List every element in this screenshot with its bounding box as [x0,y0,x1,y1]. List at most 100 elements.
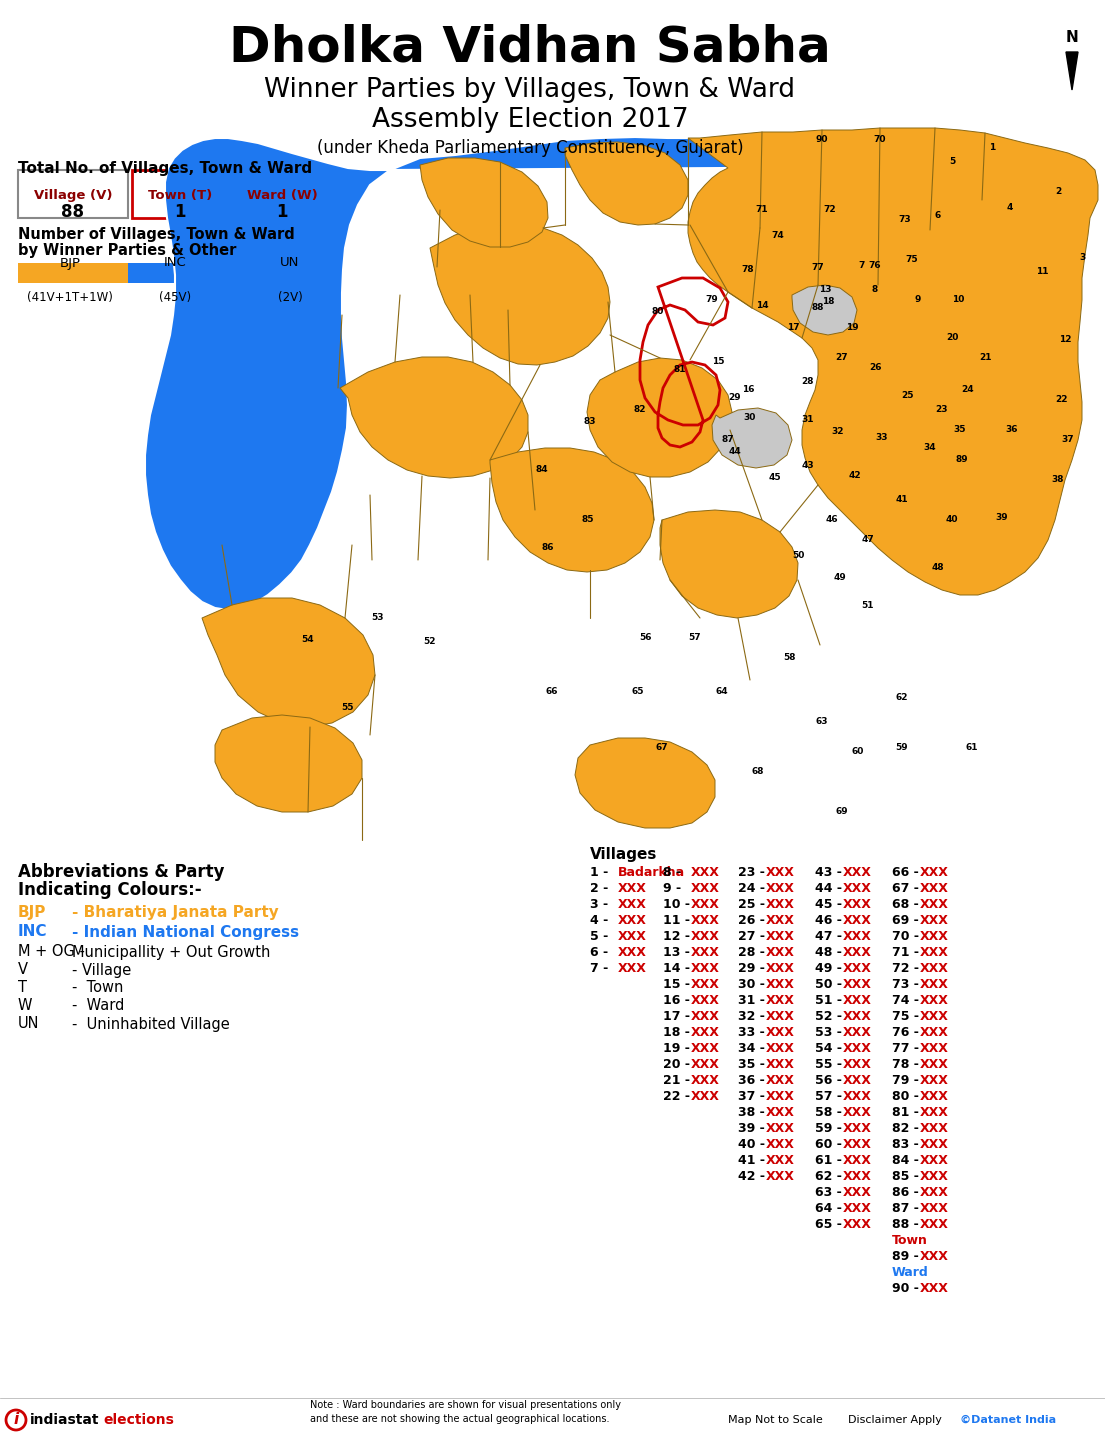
Text: 57 -: 57 - [815,1091,846,1104]
Text: XXX: XXX [691,1075,719,1088]
Text: XXX: XXX [618,899,646,912]
Text: 68 -: 68 - [892,899,923,912]
Text: Note : Ward boundaries are shown for visual presentations only
and these are not: Note : Ward boundaries are shown for vis… [311,1399,621,1424]
Text: T: T [18,980,27,996]
Text: 55 -: 55 - [815,1059,846,1072]
Text: 77: 77 [812,264,824,272]
Polygon shape [215,715,362,811]
Text: 25 -: 25 - [738,899,769,912]
Text: 7 -: 7 - [590,963,612,976]
Text: XXX: XXX [920,1075,949,1088]
Text: XXX: XXX [920,1202,949,1216]
Text: INC: INC [18,925,48,940]
Text: Village (V): Village (V) [34,190,113,203]
Polygon shape [688,128,1098,595]
Text: 65 -: 65 - [815,1219,846,1232]
Text: XXX: XXX [920,866,949,879]
Polygon shape [712,408,792,468]
Text: 65: 65 [632,687,644,696]
Text: XXX: XXX [920,931,949,944]
Text: 38: 38 [1052,476,1064,484]
Text: 75: 75 [906,255,918,265]
Bar [18,264,128,282]
Text: 2: 2 [1055,187,1061,196]
Text: 42: 42 [849,471,861,480]
Text: 77 -: 77 - [892,1042,924,1055]
Text: XXX: XXX [843,1091,872,1104]
Text: BJP: BJP [18,905,46,919]
Text: 1: 1 [989,144,996,153]
Text: XXX: XXX [920,1123,949,1136]
Text: 30 -: 30 - [738,978,769,991]
Polygon shape [575,738,715,829]
Text: 12 -: 12 - [663,931,694,944]
Text: XXX: XXX [691,1059,719,1072]
Text: Abbreviations & Party: Abbreviations & Party [18,863,224,880]
Text: XXX: XXX [843,866,872,879]
Text: 62 -: 62 - [815,1170,846,1183]
Text: 90 -: 90 - [892,1282,924,1295]
Text: 79: 79 [706,295,718,304]
Text: 82 -: 82 - [892,1123,924,1136]
Text: 33 -: 33 - [738,1026,769,1039]
Text: Winner Parties by Villages, Town & Ward: Winner Parties by Villages, Town & Ward [264,76,796,102]
Text: 30: 30 [744,414,756,422]
Text: 5 -: 5 - [590,931,612,944]
Text: 67 -: 67 - [892,882,924,895]
Text: 23: 23 [936,405,948,415]
Text: indiastat: indiastat [30,1414,99,1427]
Text: XXX: XXX [691,1026,719,1039]
Text: Disclaimer Apply: Disclaimer Apply [848,1415,941,1425]
Text: V: V [18,963,28,977]
Text: 75 -: 75 - [892,1010,924,1023]
Text: XXX: XXX [843,1219,872,1232]
Text: 44 -: 44 - [815,882,846,895]
Text: Badarkha: Badarkha [618,866,685,879]
Text: 78 -: 78 - [892,1059,924,1072]
Text: 32 -: 32 - [738,1010,769,1023]
Text: 23 -: 23 - [738,866,769,879]
Text: Map Not to Scale: Map Not to Scale [728,1415,823,1425]
Text: XXX: XXX [920,1170,949,1183]
Text: elections: elections [103,1414,173,1427]
Text: 87: 87 [722,435,735,444]
Text: 28 -: 28 - [738,947,769,960]
Text: 1: 1 [276,203,287,220]
Text: (under Kheda Parliamentary Constituency, Gujarat): (under Kheda Parliamentary Constituency,… [317,138,744,157]
Text: 11 -: 11 - [663,915,694,928]
Text: XXX: XXX [920,994,949,1007]
Text: 1 -: 1 - [590,866,612,879]
Text: 29 -: 29 - [738,963,769,976]
Text: XXX: XXX [843,1107,872,1120]
Text: XXX: XXX [920,1219,949,1232]
Text: XXX: XXX [691,899,719,912]
Text: XXX: XXX [766,1026,794,1039]
Text: 9 -: 9 - [663,882,685,895]
Text: 55: 55 [341,703,355,712]
Text: 11: 11 [1035,268,1049,277]
Text: 12: 12 [1059,336,1071,344]
Text: 31 -: 31 - [738,994,769,1007]
Polygon shape [1066,52,1078,89]
Text: XXX: XXX [843,1202,872,1216]
Text: XXX: XXX [843,1010,872,1023]
Text: XXX: XXX [691,1091,719,1104]
Text: XXX: XXX [766,1059,794,1072]
Text: XXX: XXX [843,882,872,895]
Text: 27 -: 27 - [738,931,769,944]
Text: 51: 51 [862,601,874,610]
Text: 45 -: 45 - [815,899,846,912]
Text: Ward: Ward [892,1267,928,1280]
Text: XXX: XXX [766,1075,794,1088]
Text: XXX: XXX [691,963,719,976]
Text: (45V): (45V) [159,291,191,304]
Text: 40 -: 40 - [738,1138,769,1151]
Text: XXX: XXX [843,1123,872,1136]
Text: XXX: XXX [766,1042,794,1055]
Polygon shape [565,143,688,225]
Text: i: i [13,1412,19,1428]
Text: 64 -: 64 - [815,1202,846,1216]
Text: XXX: XXX [920,978,949,991]
Text: 88: 88 [62,203,84,220]
Text: 19 -: 19 - [663,1042,694,1055]
